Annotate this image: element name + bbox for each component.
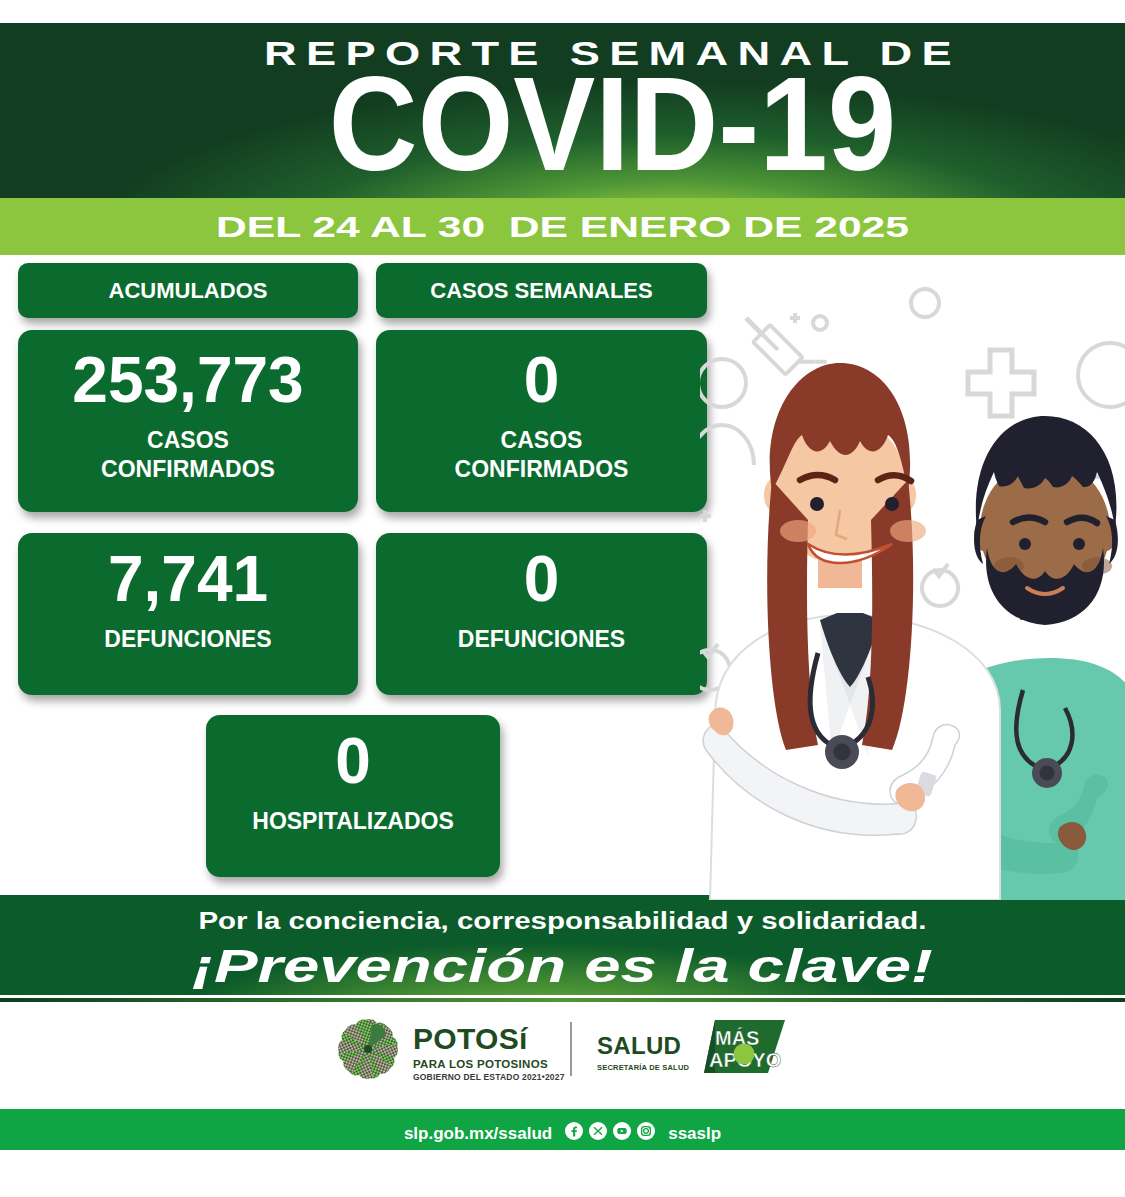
svg-text:MÁS: MÁS	[715, 1027, 759, 1049]
